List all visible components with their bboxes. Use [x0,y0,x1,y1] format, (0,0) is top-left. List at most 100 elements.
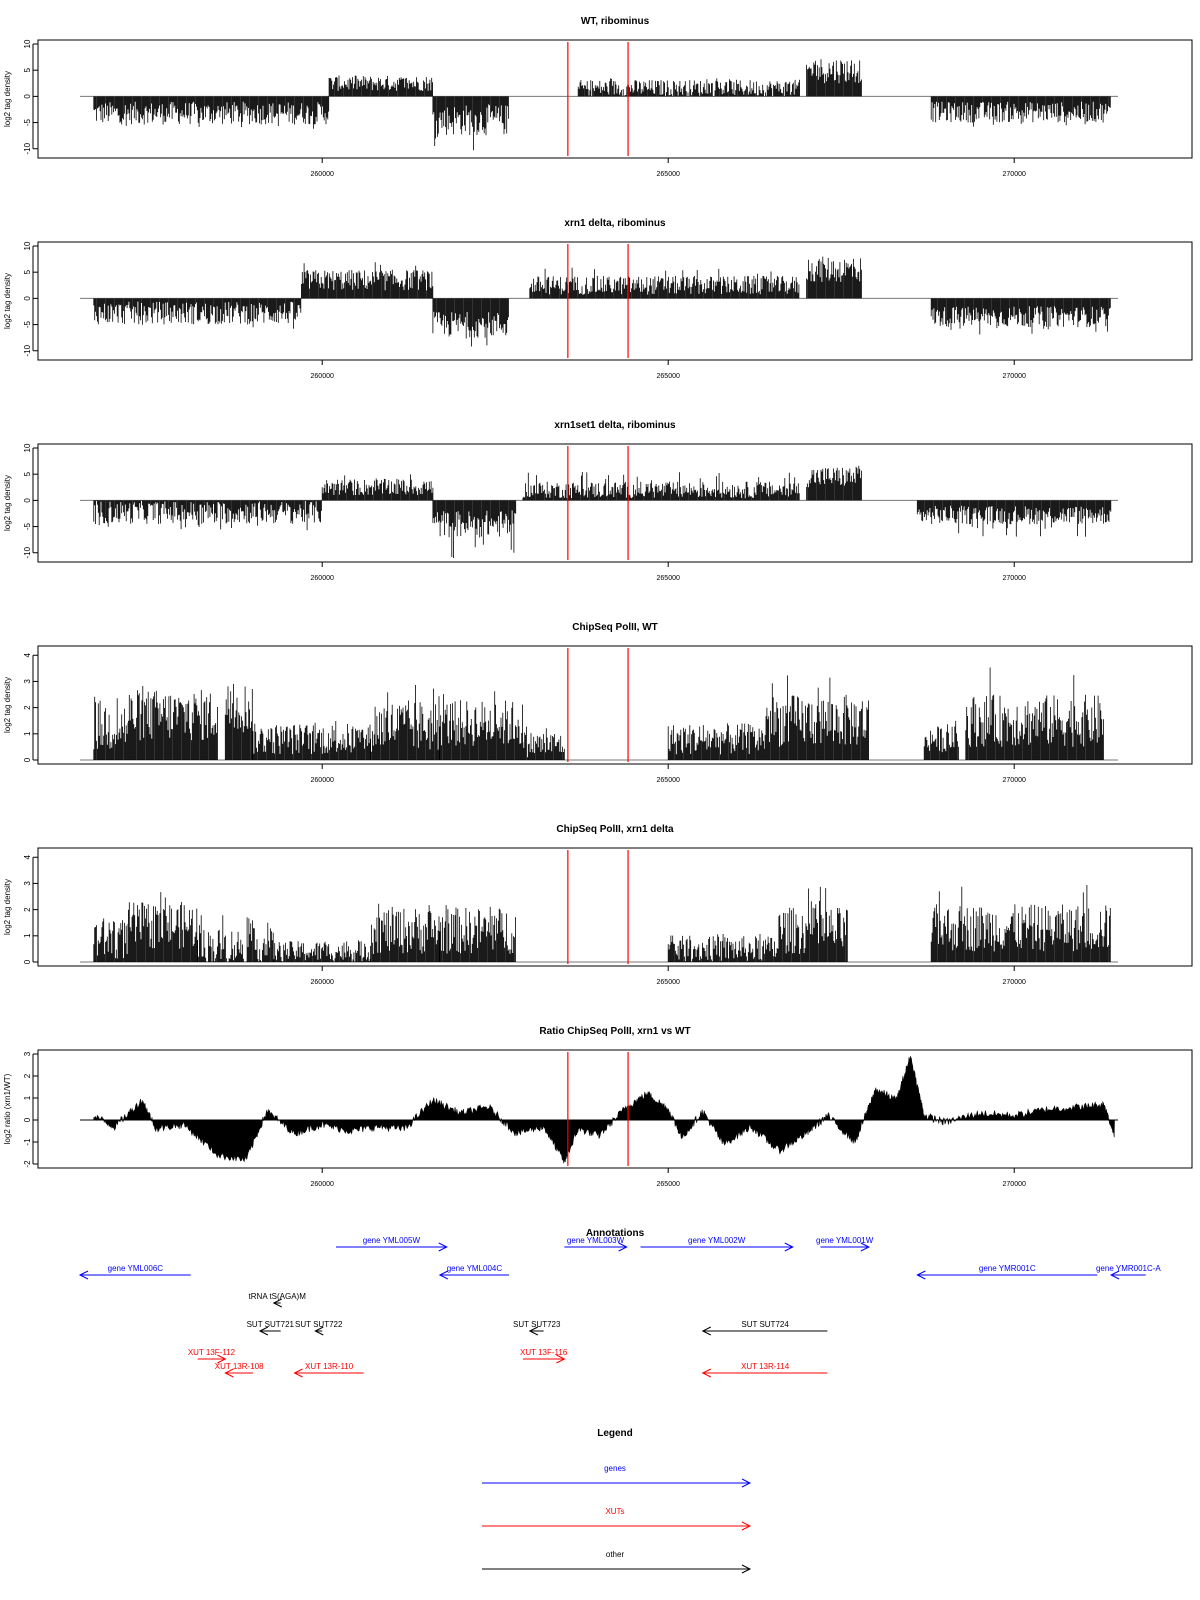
y-tick-label: -5 [23,320,32,328]
annotation-label: gene YML001W [816,1236,874,1245]
annotation-arrowhead [258,1326,269,1336]
y-tick-label: 10 [23,443,32,452]
annotation-label: gene YMR001C-A [1096,1264,1161,1273]
plot-frame [37,39,1193,159]
x-tick-label: 265000 [657,1181,680,1188]
annotation-label: XUT 13R-110 [305,1362,354,1371]
y-tick-label: 0 [23,1117,32,1122]
annotation-arrowhead [701,1326,712,1336]
x-tick-label: 270000 [1003,575,1026,582]
annotation-label: SUT SUT723 [513,1320,561,1329]
annotation-label: gene YML005W [363,1236,421,1245]
y-tick-label: 5 [23,67,32,72]
y-tick-label: 1 [23,1095,32,1100]
x-tick-label: 265000 [657,575,680,582]
annotation-arrowhead [784,1242,794,1252]
y-tick-label: -5 [23,118,32,126]
chart-title: xrn1set1 delta, ribominus [554,420,676,431]
y-tick-label: -1 [23,1138,32,1146]
y-axis-label: log2 tag density [3,475,12,531]
annotation-arrowhead [556,1354,566,1364]
density-bars [93,667,1104,760]
y-axis-label: log2 ratio (xrn1/WT) [3,1073,12,1144]
x-tick-label: 270000 [1003,373,1026,380]
y-axis-label: log2 tag density [3,71,12,127]
x-tick-label: 265000 [657,979,680,986]
x-tick-label: 270000 [1003,171,1026,178]
y-tick-label: -10 [23,142,32,154]
y-tick-label: -2 [23,1160,32,1168]
annotation-arrowhead [314,1326,324,1336]
annotation-arrowhead [618,1242,628,1252]
x-tick-label: 260000 [311,171,334,178]
annotations-title: Annotations [586,1228,645,1239]
annotation-arrowhead [916,1270,926,1280]
chart-title: WT, ribominus [581,16,650,27]
y-tick-label: 2 [23,1073,32,1078]
density-bars [93,256,1111,347]
y-tick-label: 0 [23,94,32,99]
annotation-arrowhead [224,1368,234,1378]
y-tick-label: -10 [23,546,32,558]
annotation-label: gene YML002W [688,1236,746,1245]
annotation-label: SUT SUT722 [295,1320,343,1329]
y-tick-label: 4 [23,652,32,657]
y-tick-label: 5 [23,269,32,274]
y-tick-label: 5 [23,471,32,476]
plot-frame [37,847,1193,967]
ratio-area [93,1055,1115,1164]
y-tick-label: 3 [23,679,32,684]
y-tick-label: 1 [23,933,32,938]
y-tick-label: 0 [23,498,32,503]
legend-label: XUTs [605,1507,624,1516]
y-tick-label: 10 [23,39,32,48]
y-tick-label: -5 [23,522,32,530]
annotation-label: tRNA tS(AGA)M [249,1292,307,1301]
chart-title: Ratio ChipSeq PolII, xrn1 vs WT [539,1026,690,1037]
x-tick-label: 265000 [657,171,680,178]
annotation-label: SUT SUT724 [741,1320,789,1329]
legend-title: Legend [597,1428,633,1439]
annotation-arrowhead [528,1326,539,1336]
y-tick-label: 3 [23,1051,32,1056]
annotation-arrowhead [438,1270,449,1280]
x-tick-label: 270000 [1003,777,1026,784]
plot-frame [37,443,1193,563]
x-tick-label: 260000 [311,575,334,582]
y-tick-label: 4 [23,854,32,859]
y-tick-label: 0 [23,757,32,762]
annotation-label: gene YML003W [567,1236,625,1245]
annotation-label: SUT SUT721 [247,1320,295,1329]
y-axis-label: log2 tag density [3,879,12,935]
annotation-arrowhead [272,1298,282,1308]
annotation-label: gene YML006C [108,1264,164,1273]
density-bars [93,885,1111,962]
legend-label: genes [604,1464,626,1473]
x-tick-label: 260000 [311,777,334,784]
legend-arrowhead [741,1478,752,1488]
y-tick-label: -10 [23,344,32,356]
plot-frame [37,1049,1193,1169]
density-bars [93,465,1112,558]
annotation-label: XUT 13R-114 [741,1362,790,1371]
annotation-label: gene YMR001C [979,1264,1036,1273]
plot-frame [37,241,1193,361]
chart-title: xrn1 delta, ribominus [564,218,666,229]
x-tick-label: 265000 [657,777,680,784]
annotation-label: XUT 13F-112 [188,1348,236,1357]
plot-frame [37,645,1193,765]
density-bars [93,59,1111,151]
annotation-arrowhead [78,1270,89,1280]
y-tick-label: 10 [23,241,32,250]
legend-arrowhead [741,1521,752,1531]
annotation-arrowhead [438,1242,448,1252]
x-tick-label: 270000 [1003,1181,1026,1188]
x-tick-label: 265000 [657,373,680,380]
chart-title: ChipSeq PolII, xrn1 delta [556,824,674,835]
y-axis-label: log2 tag density [3,677,12,733]
chart-title: ChipSeq PolII, WT [572,622,658,633]
annotation-label: XUT 13F-116 [520,1348,568,1357]
y-tick-label: 1 [23,731,32,736]
x-tick-label: 260000 [311,373,334,380]
